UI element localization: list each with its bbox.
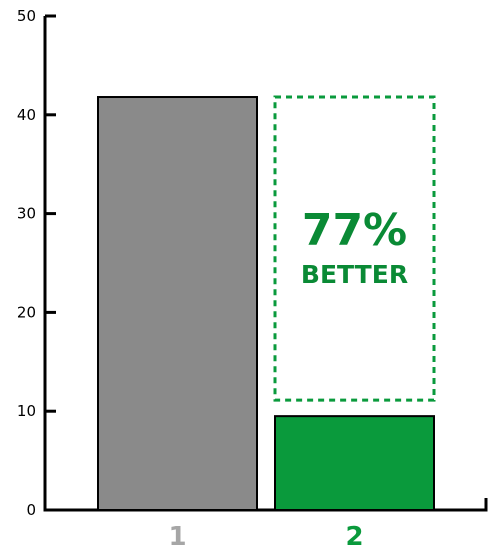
bar-1 [97,96,258,512]
bars [97,96,435,512]
y-axis-ticks: 0 10 20 30 40 50 [17,7,56,519]
improvement-callout: 77% BETTER [273,95,436,402]
x-category-label-1: 1 [168,522,186,551]
y-tick-label: 50 [17,7,36,25]
y-tick-label: 30 [17,205,36,223]
y-tick-label: 20 [17,303,36,321]
callout-word: BETTER [301,260,408,289]
bar-2 [274,415,435,512]
y-tick-label: 0 [26,501,36,519]
x-category-label-2: 2 [345,522,363,551]
y-tick-label: 40 [17,106,36,124]
callout-percent: 77% [302,205,407,256]
y-tick-label: 10 [17,402,36,420]
target-outline-box [273,95,436,402]
